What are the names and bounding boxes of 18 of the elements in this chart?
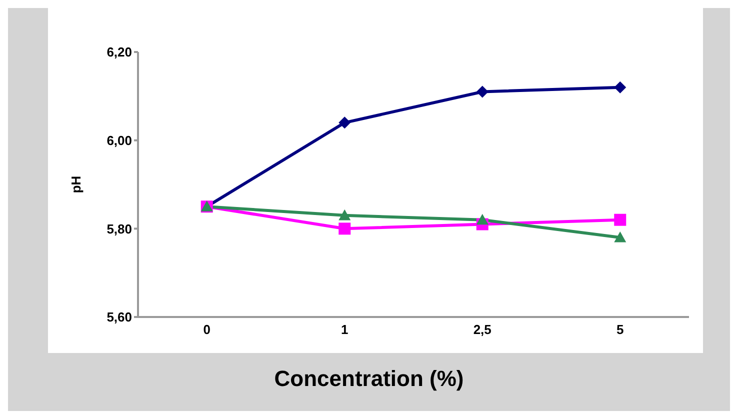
- point: [614, 232, 626, 242]
- point: [614, 214, 626, 226]
- point: [338, 209, 351, 220]
- x-axis-title: Concentration (%): [273, 366, 465, 392]
- y-tick-label: 5,80: [106, 221, 132, 236]
- point: [338, 116, 351, 129]
- point: [338, 222, 351, 235]
- point: [476, 86, 488, 98]
- x-tick-label: 1: [341, 322, 348, 338]
- y-axis-title: pH: [68, 176, 84, 194]
- y-tick-label: 5,60: [106, 310, 132, 325]
- x-tick-label: 2,5: [473, 322, 492, 338]
- y-tick-label: 6,00: [106, 132, 132, 148]
- x-tick-label: 0: [203, 322, 210, 338]
- x-tick-label: 5: [616, 322, 624, 338]
- point: [614, 81, 626, 94]
- point: [476, 214, 488, 225]
- y-tick-label: 6,20: [106, 44, 132, 60]
